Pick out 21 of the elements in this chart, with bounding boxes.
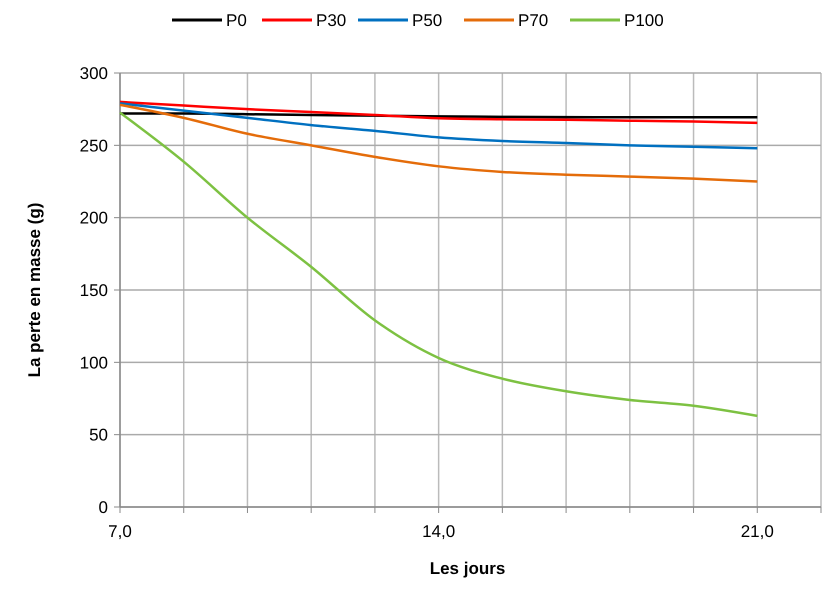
line-series — [118, 100, 759, 124]
legend-label: P100 — [624, 11, 664, 30]
y-tick-label: 100 — [80, 353, 108, 372]
legend-label: P30 — [316, 11, 346, 30]
y-tick-label: 200 — [80, 208, 108, 228]
x-axis-title: Les jours — [430, 559, 506, 578]
line-series — [118, 104, 759, 183]
legend-label: P50 — [412, 11, 442, 30]
x-tick-label: 21,0 — [740, 522, 774, 541]
x-tick-label: 14,0 — [422, 522, 456, 541]
y-axis-title: La perte en masse (g) — [25, 202, 44, 378]
y-tick-label: 300 — [80, 64, 108, 83]
legend-label: P70 — [518, 11, 548, 30]
legend-label: P0 — [226, 11, 247, 30]
x-tick-label: 7,0 — [108, 522, 132, 541]
y-tick-label: 250 — [80, 136, 108, 156]
y-tick-label: 150 — [80, 281, 108, 300]
line-series — [118, 102, 759, 150]
y-tick-label: 0 — [98, 498, 108, 517]
y-tick-label: 50 — [89, 426, 108, 445]
line-series — [118, 111, 759, 418]
